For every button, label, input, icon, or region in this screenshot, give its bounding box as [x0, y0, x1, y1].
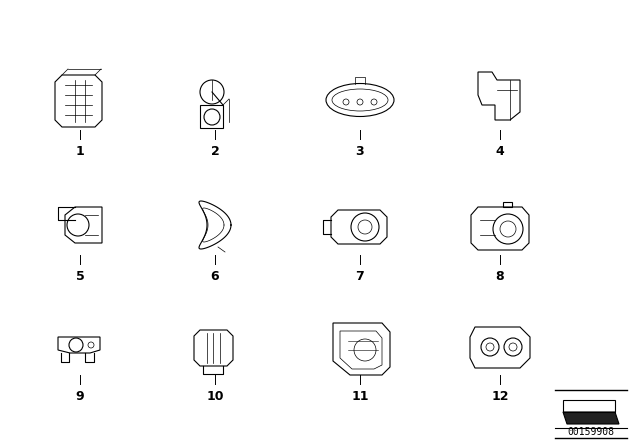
Polygon shape: [563, 412, 619, 424]
Text: 8: 8: [496, 270, 504, 283]
Text: 6: 6: [211, 270, 220, 283]
Text: 10: 10: [206, 390, 224, 403]
Text: 4: 4: [495, 145, 504, 158]
Text: 5: 5: [76, 270, 84, 283]
Text: 00159908: 00159908: [568, 427, 614, 437]
Text: 11: 11: [351, 390, 369, 403]
Text: 9: 9: [76, 390, 84, 403]
Bar: [503, 202, 512, 207]
Text: 12: 12: [492, 390, 509, 403]
Text: 7: 7: [356, 270, 364, 283]
Text: 2: 2: [211, 145, 220, 158]
Text: 1: 1: [76, 145, 84, 158]
Text: 3: 3: [356, 145, 364, 158]
